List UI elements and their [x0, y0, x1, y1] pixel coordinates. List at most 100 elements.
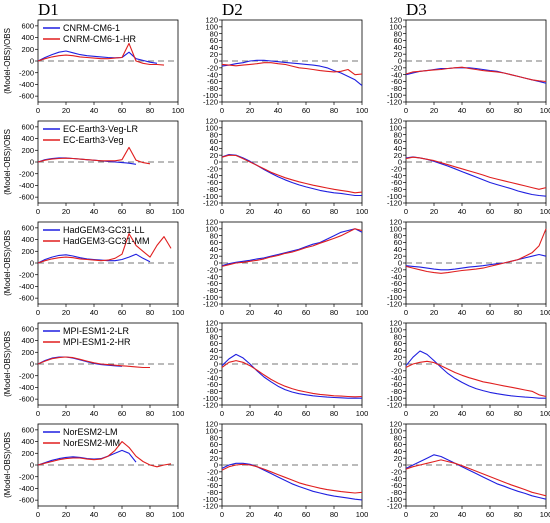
y-tick-label: 60	[210, 238, 218, 247]
y-tick-label: 20	[210, 151, 218, 160]
y-tick-label: -600	[19, 496, 34, 505]
x-tick-label: 60	[118, 106, 126, 115]
y-tick-label: 40	[394, 245, 402, 254]
x-tick-label: 40	[458, 106, 466, 115]
y-tick-label: 100	[389, 426, 402, 435]
y-tick-label: 20	[394, 454, 402, 463]
y-tick-label: 40	[210, 447, 218, 456]
y-tick-label: -120	[387, 98, 402, 107]
y-tick-label: -20	[391, 265, 402, 274]
legend-label: EC-Earth3-Veg	[63, 135, 124, 145]
series-line-noresm2-lm	[405, 454, 547, 500]
y-tick-label: 80	[394, 433, 402, 442]
y-tick-label: 60	[394, 339, 402, 348]
x-tick-label: 20	[62, 207, 70, 216]
x-tick-label: 80	[330, 106, 338, 115]
x-tick-label: 80	[146, 308, 154, 317]
series-line-mpi-esm1-2-lr	[37, 356, 123, 367]
x-tick-label: 80	[146, 510, 154, 519]
y-tick-label: 400	[21, 437, 34, 446]
y-tick-label: -60	[207, 279, 218, 288]
y-tick-label: 20	[210, 50, 218, 59]
series-line-hadgem3-gc31-mm	[405, 228, 547, 274]
y-tick-label: 100	[205, 426, 218, 435]
y-tick-label: -600	[19, 92, 34, 101]
y-tick-label: 20	[210, 252, 218, 261]
series-line-cnrm-cm6-1	[221, 59, 363, 87]
y-tick-label: 400	[21, 134, 34, 143]
y-tick-label: 0	[398, 57, 402, 66]
y-tick-label: 40	[394, 346, 402, 355]
series-line-ec-earth3-veg-lr	[221, 153, 362, 197]
series-line-noresm2-mm	[221, 463, 363, 494]
x-tick-label: 80	[514, 409, 522, 418]
y-tick-label: -40	[391, 373, 402, 382]
y-tick-label: 120	[205, 117, 218, 126]
x-tick-label: 100	[540, 409, 550, 418]
y-tick-label: 100	[205, 224, 218, 233]
y-tick-label: 80	[394, 29, 402, 38]
y-tick-label: -60	[391, 178, 402, 187]
y-tick-label: 600	[21, 21, 34, 30]
y-tick-label: -80	[391, 488, 402, 497]
y-tick-label: 60	[394, 238, 402, 247]
series-line-noresm2-lm	[221, 462, 363, 501]
x-tick-label: 60	[118, 510, 126, 519]
y-tick-label: 80	[394, 332, 402, 341]
column-title-d3: D3	[406, 0, 427, 19]
y-tick-label: -120	[387, 401, 402, 410]
x-tick-label: 40	[274, 207, 282, 216]
legend-label: NorESM2-MM	[63, 438, 120, 448]
y-tick-label: -20	[391, 63, 402, 72]
series-line-noresm2-mm	[37, 441, 172, 468]
y-tick-label: 0	[398, 461, 402, 470]
y-tick-label: 0	[30, 57, 34, 66]
y-tick-label: 0	[214, 360, 218, 369]
column-title-d2: D2	[222, 0, 243, 19]
y-tick-label: -100	[203, 394, 218, 403]
x-tick-label: 80	[146, 207, 154, 216]
x-tick-label: 0	[404, 106, 408, 115]
y-tick-label: -40	[391, 70, 402, 79]
y-axis-label: (Model-OBS)/OBS	[3, 129, 12, 195]
x-tick-label: 60	[486, 510, 494, 519]
y-tick-label: -100	[203, 192, 218, 201]
x-tick-label: 20	[62, 308, 70, 317]
legend-label: MPI-ESM1-2-HR	[63, 337, 131, 347]
y-tick-label: 120	[389, 117, 402, 126]
series-line-hadgem3-gc31-mm	[37, 233, 172, 264]
series-line-mpi-esm1-2-hr	[221, 360, 363, 398]
x-tick-label: 100	[540, 308, 550, 317]
y-tick-label: -40	[207, 70, 218, 79]
y-tick-label: -400	[19, 282, 34, 291]
y-tick-label: -60	[207, 481, 218, 490]
x-tick-label: 0	[36, 308, 40, 317]
y-tick-label: 60	[394, 36, 402, 45]
x-tick-label: 80	[514, 207, 522, 216]
y-tick-label: 600	[21, 324, 34, 333]
x-tick-label: 60	[302, 510, 310, 519]
x-tick-label: 20	[430, 409, 438, 418]
y-tick-label: 120	[205, 218, 218, 227]
y-tick-label: -60	[391, 481, 402, 490]
x-tick-label: 20	[246, 510, 254, 519]
series-line-noresm2-lm	[37, 449, 137, 466]
x-tick-label: 80	[330, 409, 338, 418]
y-tick-label: 20	[394, 50, 402, 59]
column-title-d1: D1	[38, 0, 59, 19]
x-tick-label: 80	[330, 308, 338, 317]
y-tick-label: -120	[387, 502, 402, 511]
y-tick-label: 20	[210, 353, 218, 362]
y-tick-label: -80	[207, 387, 218, 396]
series-line-hadgem3-gc31-mm	[221, 228, 363, 267]
y-tick-label: -80	[391, 286, 402, 295]
y-tick-label: -20	[391, 467, 402, 476]
y-tick-label: -100	[387, 293, 402, 302]
y-tick-label: 80	[210, 231, 218, 240]
legend-label: EC-Earth3-Veg-LR	[63, 124, 139, 134]
y-tick-label: -20	[207, 63, 218, 72]
y-tick-label: -60	[391, 77, 402, 86]
x-tick-label: 40	[458, 308, 466, 317]
y-tick-label: 40	[210, 43, 218, 52]
y-tick-label: 80	[210, 433, 218, 442]
